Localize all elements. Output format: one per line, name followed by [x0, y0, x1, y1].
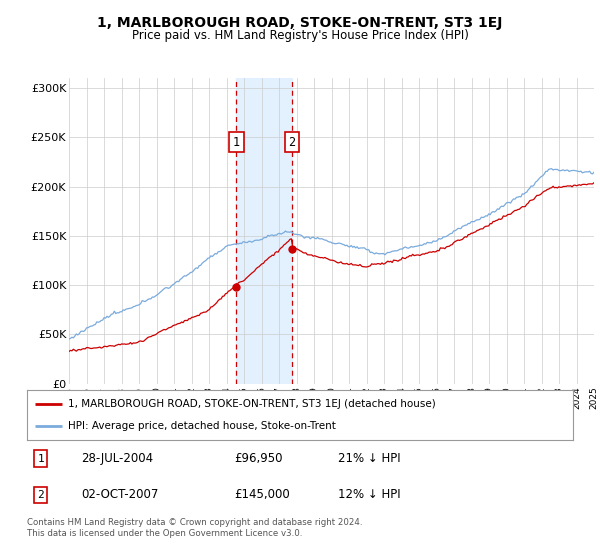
Bar	[585, 78, 594, 384]
Text: 21% ↓ HPI: 21% ↓ HPI	[338, 452, 401, 465]
Text: 2: 2	[37, 490, 44, 500]
Text: 1, MARLBOROUGH ROAD, STOKE-ON-TRENT, ST3 1EJ: 1, MARLBOROUGH ROAD, STOKE-ON-TRENT, ST3…	[97, 16, 503, 30]
Text: 02-OCT-2007: 02-OCT-2007	[82, 488, 159, 501]
Text: 1: 1	[233, 136, 240, 149]
Text: Contains HM Land Registry data © Crown copyright and database right 2024.: Contains HM Land Registry data © Crown c…	[27, 518, 362, 527]
Text: Price paid vs. HM Land Registry's House Price Index (HPI): Price paid vs. HM Land Registry's House …	[131, 29, 469, 42]
Text: 2: 2	[289, 136, 296, 149]
Text: £145,000: £145,000	[235, 488, 290, 501]
Text: £96,950: £96,950	[235, 452, 283, 465]
Text: 12% ↓ HPI: 12% ↓ HPI	[338, 488, 401, 501]
Text: This data is licensed under the Open Government Licence v3.0.: This data is licensed under the Open Gov…	[27, 529, 302, 538]
Text: 1, MARLBOROUGH ROAD, STOKE-ON-TRENT, ST3 1EJ (detached house): 1, MARLBOROUGH ROAD, STOKE-ON-TRENT, ST3…	[68, 399, 436, 409]
Text: 28-JUL-2004: 28-JUL-2004	[82, 452, 154, 465]
Text: HPI: Average price, detached house, Stoke-on-Trent: HPI: Average price, detached house, Stok…	[68, 421, 336, 431]
Bar	[236, 78, 292, 384]
Text: 1: 1	[37, 454, 44, 464]
